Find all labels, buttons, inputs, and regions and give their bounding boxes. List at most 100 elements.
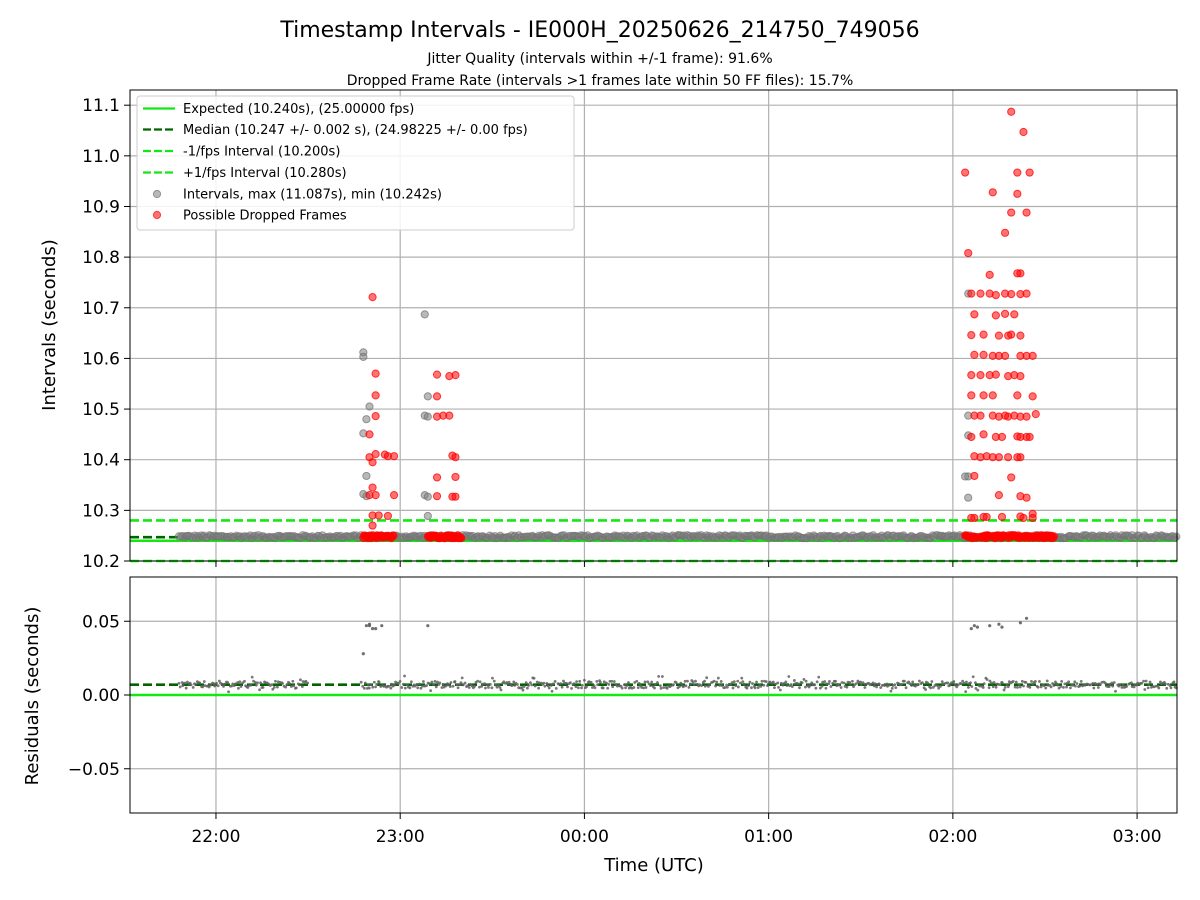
residual-point: [818, 686, 822, 690]
top-plot-frame: [129, 89, 1178, 562]
residual-point: [637, 681, 641, 685]
residual-point: [1033, 679, 1037, 683]
residual-point: [762, 683, 766, 687]
dropped-frame-point: [371, 412, 380, 421]
residual-point: [306, 681, 310, 685]
residual-point: [705, 676, 709, 680]
residual-point: [831, 681, 834, 685]
residual-point: [700, 684, 703, 688]
dropped-frame-point: [1028, 509, 1037, 519]
dropped-frame-point: [994, 453, 1004, 462]
residual-point: [703, 679, 707, 683]
residual-point: [887, 683, 891, 687]
dropped-frame-point: [368, 458, 377, 467]
residual-point: [759, 684, 763, 688]
dropped-frame-point: [1025, 432, 1034, 442]
residual-point: [359, 680, 363, 684]
residual-point: [1079, 680, 1083, 683]
residual-point: [566, 685, 569, 689]
residual-point: [250, 675, 254, 679]
residual-point: [398, 679, 402, 683]
residual-point: [657, 674, 661, 678]
residual-outlier-point: [364, 624, 369, 628]
residual-point: [1028, 685, 1032, 689]
dropped-frame-point: [979, 350, 988, 359]
residual-point: [491, 676, 494, 680]
dropped-frame-point: [967, 289, 976, 298]
residual-point: [572, 682, 576, 686]
residual-point: [646, 680, 650, 684]
residual-point: [494, 683, 498, 687]
residual-point: [212, 682, 216, 686]
residual-point: [553, 680, 557, 683]
residual-point: [258, 688, 261, 692]
residual-point: [1036, 685, 1040, 689]
residual-point: [403, 674, 406, 678]
residual-point: [834, 679, 837, 683]
residual-point: [746, 684, 750, 688]
residual-point: [869, 682, 873, 686]
residual-point: [194, 683, 197, 687]
dropped-frame-point: [383, 511, 393, 521]
residual-point: [839, 686, 843, 689]
residual-point: [416, 686, 420, 690]
residual-point: [1030, 679, 1033, 683]
dropped-frame-point: [979, 330, 988, 339]
residual-point: [209, 683, 213, 687]
residual-point: [1020, 679, 1024, 683]
legend-box: [136, 95, 575, 231]
residual-point: [1052, 684, 1056, 687]
residual-point: [674, 681, 678, 684]
residual-point: [565, 681, 568, 685]
dropped-frame-point: [371, 450, 380, 459]
residual-point: [742, 682, 746, 686]
residual-point: [589, 680, 593, 684]
residual-point: [1067, 680, 1071, 684]
residual-point: [1143, 688, 1147, 691]
residual-point: [719, 680, 723, 683]
dropped-frame-point: [991, 291, 1000, 300]
dropped-frame-point: [1022, 412, 1031, 421]
dropped-frame-point: [389, 491, 399, 500]
residual-point: [254, 683, 258, 687]
residual-point: [180, 681, 184, 684]
residual-point: [1002, 688, 1006, 692]
residual-point: [1045, 679, 1049, 683]
legend-label-minus-fps: -1/fps Interval (10.200s): [183, 145, 340, 160]
residual-point: [185, 680, 189, 684]
residual-point: [1089, 683, 1092, 687]
residual-point: [259, 681, 262, 685]
residual-point: [845, 685, 849, 689]
residual-point: [449, 681, 453, 684]
top-y-tick-label: 11.1: [82, 96, 120, 116]
dropped-frame-point: [451, 492, 460, 501]
residual-point: [991, 685, 995, 689]
residual-point: [184, 686, 188, 690]
residual-point: [708, 683, 711, 686]
residual-point: [606, 686, 610, 690]
residual-point: [234, 682, 238, 686]
residual-point: [1110, 681, 1114, 685]
top-y-ticks: 10.2 10.3 10.4 10.5 10.6 10.7 10.8 10.9 11.0 11.1: [82, 96, 130, 572]
residual-point: [755, 680, 758, 684]
dropped-frame-point: [1022, 289, 1031, 298]
bottom-y-ticks: −0.05 0.00 0.05: [68, 612, 130, 780]
residual-point: [797, 682, 800, 686]
residual-point: [476, 679, 480, 683]
dropped-frame-point: [368, 521, 377, 530]
residual-point: [768, 680, 772, 684]
residual-point: [877, 682, 881, 686]
residual-point: [920, 681, 924, 685]
residual-point: [605, 681, 608, 685]
top-y-tick-label: 10.3: [82, 501, 120, 521]
residual-point: [894, 686, 898, 690]
residual-point: [620, 686, 624, 690]
residual-point: [1073, 684, 1077, 688]
residual-point: [550, 689, 554, 693]
residual-point: [444, 684, 448, 688]
residual-point: [451, 684, 455, 688]
residual-point: [216, 684, 220, 688]
residual-point: [549, 684, 553, 687]
top-y-tick-label: 10.8: [82, 248, 120, 268]
residual-point: [592, 684, 596, 688]
